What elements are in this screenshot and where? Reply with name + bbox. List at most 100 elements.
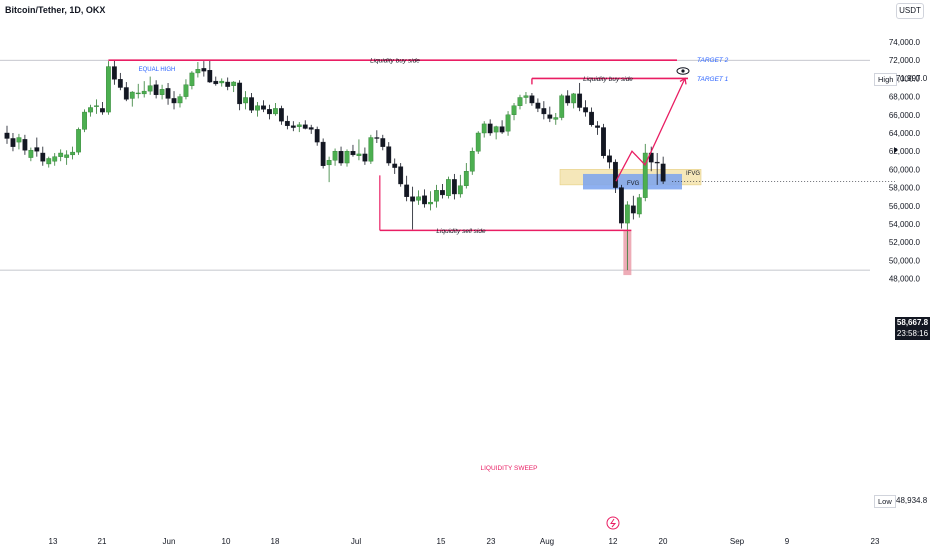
candle-body	[153, 84, 159, 95]
candle-body	[213, 80, 219, 85]
candle-body	[94, 105, 99, 107]
equal-high-label: EQUAL HIGH	[139, 67, 176, 73]
candle-body	[4, 132, 10, 139]
symbol-title: Bitcoin/Tether, 1D, OKX	[5, 5, 106, 15]
candle-body	[100, 108, 105, 113]
candle-body	[111, 66, 117, 80]
time-tick-label: 21	[98, 537, 107, 546]
candle-body	[308, 127, 314, 130]
candle-body	[16, 137, 22, 143]
candle-body	[541, 108, 547, 115]
currency-button[interactable]: USDT	[896, 3, 924, 19]
candle-body	[457, 185, 463, 195]
high-value: 71,997.0	[896, 74, 928, 83]
candle-body	[392, 163, 398, 168]
candle-body	[636, 197, 642, 215]
candle-body	[171, 98, 177, 104]
axes: 74,000.0 72,000.0 70,000.0 68,000.0 66,000.0…	[49, 38, 921, 546]
price-tick-label: 68,000.0	[889, 93, 921, 102]
countdown-label: 23:58:16	[895, 328, 930, 340]
time-tick-label: 13	[49, 537, 58, 546]
candle-body	[326, 160, 332, 166]
projection-path	[615, 78, 686, 182]
price-tick-label: 66,000.0	[889, 111, 921, 120]
candles	[4, 60, 666, 271]
candle-body	[70, 151, 76, 156]
candle-body	[255, 105, 260, 111]
price-tick-label: 52,000.0	[889, 238, 921, 247]
candle-body	[302, 124, 308, 129]
candle-body	[34, 147, 40, 152]
lightning-bolt	[610, 518, 617, 528]
time-tick-label: Jul	[351, 537, 361, 546]
candle-body	[380, 138, 386, 147]
candle-body	[284, 120, 290, 126]
price-tick-label: 50,000.0	[889, 256, 921, 265]
candle-body	[505, 114, 511, 132]
candle-body	[117, 79, 123, 88]
candle-body	[529, 95, 535, 104]
candle-body	[595, 125, 600, 128]
candle-body	[243, 97, 248, 104]
candle-body	[350, 150, 356, 156]
candle-body	[135, 92, 141, 95]
candle-body	[28, 150, 34, 158]
candle-body	[58, 152, 64, 157]
candle-body	[22, 139, 28, 151]
candle-body	[106, 66, 111, 113]
liquidity-buy-top-label: Liquidity buy side	[370, 58, 420, 65]
candle-body	[231, 81, 237, 86]
candle-body	[589, 111, 594, 126]
time-tick-label: 18	[271, 537, 280, 546]
candle-body	[147, 85, 153, 92]
price-tick-label: 70,000.0	[889, 74, 921, 83]
high-tag: High	[874, 73, 898, 86]
candle-body	[535, 102, 541, 109]
candle-body	[225, 81, 231, 87]
candle-body	[601, 127, 606, 156]
candle-body	[517, 97, 523, 106]
candle-body	[481, 123, 487, 134]
candle-body	[487, 123, 493, 134]
candle-body	[422, 195, 427, 205]
candle-body	[338, 150, 344, 164]
candle-body	[368, 137, 374, 162]
candle-body	[410, 196, 416, 202]
candle-body	[201, 68, 207, 72]
time-tick-label: 15	[437, 537, 446, 546]
candle-body	[660, 163, 666, 182]
target2-label: TARGET 2	[697, 57, 729, 64]
candle-body	[261, 105, 266, 110]
candle-body	[469, 150, 475, 172]
price-tick-label: 54,000.0	[889, 220, 921, 229]
candle-body	[183, 84, 189, 97]
time-tick-label: Jun	[163, 537, 176, 546]
candle-body	[332, 150, 338, 161]
low-value: 48,934.8	[896, 496, 928, 505]
time-tick-label: Aug	[540, 537, 554, 546]
candle-body	[320, 141, 326, 166]
price-tick-label: 62,000.0	[889, 147, 921, 156]
candle-body	[374, 137, 380, 139]
candle-body	[177, 96, 183, 104]
candle-body	[523, 95, 529, 98]
time-tick-label: 23	[487, 537, 496, 546]
candle-body	[362, 153, 368, 162]
annotations: Liquidity buy side EQUAL HIGH TARGET 2 Liqu…	[108, 57, 895, 472]
axis-arrow-icon	[894, 147, 898, 153]
candle-body	[493, 126, 499, 133]
lightning-icon	[606, 516, 620, 530]
candle-body	[344, 150, 350, 164]
price-tick-label: 74,000.0	[889, 38, 921, 47]
time-tick-label: 12	[609, 537, 618, 546]
candle-body	[278, 108, 284, 122]
candle-body	[624, 204, 630, 224]
price-tick-label: 48,000.0	[889, 275, 921, 284]
low-tag: Low	[874, 495, 896, 508]
candle-body	[40, 152, 46, 162]
candle-body	[416, 196, 421, 201]
candle-body	[10, 138, 16, 147]
candle-body	[654, 161, 660, 164]
candle-body	[189, 72, 195, 86]
